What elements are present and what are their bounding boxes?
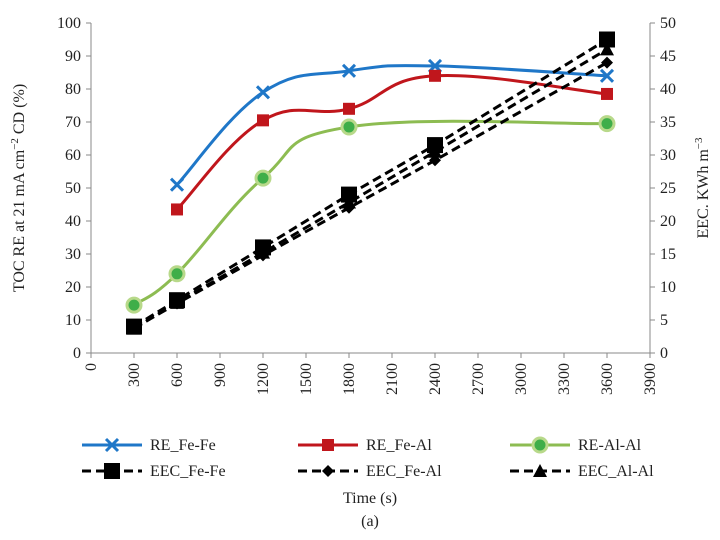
y-right-tick-label: 25: [660, 180, 676, 197]
data-point: [168, 265, 186, 283]
legend-label: EEC_Fe-Al: [366, 463, 442, 480]
x-tick-label: 300: [126, 363, 143, 387]
series-layer: [125, 31, 616, 335]
series-line: [133, 61, 608, 330]
x-tick-label: 2400: [427, 363, 444, 395]
figure-caption: (a): [361, 513, 379, 530]
x-tick-label: 0: [83, 363, 100, 371]
data-point: [601, 56, 613, 69]
x-tick-label: 900: [212, 363, 229, 387]
y-right-tick-label: 30: [660, 147, 676, 164]
y-left-tick-label: 20: [65, 279, 81, 296]
x-tick-label: 1200: [255, 363, 272, 395]
y-right-tick-label: 5: [660, 312, 668, 329]
x-tick-label: 1500: [298, 363, 315, 395]
legend-label: RE_Fe-Al: [366, 437, 432, 454]
data-point: [125, 296, 143, 314]
legend-item: RE_Fe-Al: [298, 437, 432, 454]
legend-label: EEC_Fe-Fe: [150, 463, 226, 480]
x-tick-label: 3600: [599, 363, 616, 395]
x-tick-label: 2100: [384, 363, 401, 395]
legend-item: RE-Al-Al: [510, 436, 642, 454]
axes: 0 10 20 30 40 50 60 70 80 90 100 0 5 10 15 20 25 30 35 40 45…: [57, 15, 676, 395]
y-right-tick-label: 0: [660, 345, 668, 362]
data-point: [428, 144, 442, 158]
y-right-tick-label: 15: [660, 246, 676, 263]
y-left-tick-label: 50: [65, 180, 81, 197]
data-point: [256, 245, 270, 259]
legend-marker: [322, 439, 334, 451]
x-tick-label: 3000: [513, 363, 530, 395]
legend-marker: [531, 436, 549, 454]
legend-label: RE_Fe-Fe: [150, 437, 216, 454]
data-point: [599, 31, 615, 48]
x-tick-label: 1800: [341, 363, 358, 395]
data-point: [343, 102, 355, 115]
data-point: [342, 195, 356, 209]
y-left-tick-label: 60: [65, 147, 81, 164]
x-tick-label: 600: [169, 363, 186, 387]
y-left-tick-label: 10: [65, 312, 81, 329]
data-point: [170, 295, 184, 309]
y-right-tick-label: 10: [660, 279, 676, 296]
y-left-tick-label: 90: [65, 48, 81, 65]
data-point: [254, 169, 272, 187]
y-right-tick-label: 50: [660, 15, 676, 32]
y-left-tick-label: 40: [65, 213, 81, 230]
legend-item: EEC_Fe-Fe: [82, 463, 226, 480]
legend-item: EEC_Fe-Al: [298, 463, 442, 480]
series-RE_Fe-Al: [171, 69, 613, 216]
series-line: [133, 38, 608, 328]
x-tick-label: 3900: [642, 363, 659, 395]
series-line: [133, 48, 608, 330]
data-point: [601, 87, 613, 100]
data-point: [600, 42, 614, 56]
x-axis-title: Time (s): [343, 490, 397, 507]
y-left-tick-label: 80: [65, 81, 81, 98]
data-point: [429, 69, 441, 82]
legend-item: EEC_Al-Al: [510, 463, 654, 480]
y-right-tick-label: 20: [660, 213, 676, 230]
legend-marker: [104, 463, 120, 479]
y-right-tick-label: 35: [660, 114, 676, 131]
series-line: [175, 73, 608, 211]
legend-marker: [533, 464, 547, 477]
legend-marker: [104, 437, 120, 453]
y-right-tick-label: 45: [660, 48, 676, 65]
x-tick-label: 3300: [556, 363, 573, 395]
legend-marker: [322, 465, 334, 477]
data-point: [340, 118, 358, 136]
data-point: [598, 115, 616, 133]
legend: RE_Fe-Fe RE_Fe-Al RE-Al-Al EEC_Fe-Fe EEC_Fe-…: [82, 436, 654, 480]
data-point: [341, 63, 357, 78]
y-left-tick-label: 0: [73, 345, 81, 362]
y-right-tick-label: 40: [660, 81, 676, 98]
legend-item: RE_Fe-Fe: [82, 437, 216, 454]
data-point: [127, 321, 141, 335]
data-point: [257, 114, 269, 127]
data-point: [599, 68, 615, 83]
legend-label: RE-Al-Al: [578, 437, 642, 454]
y-axis-right-title: EEC. KWh m−3: [693, 137, 712, 239]
x-tick-label: 2700: [470, 363, 487, 395]
legend-label: EEC_Al-Al: [578, 463, 654, 480]
y-left-tick-label: 70: [65, 114, 81, 131]
data-point: [255, 85, 271, 100]
data-point: [171, 203, 183, 216]
series-EEC_Al-Al: [127, 42, 614, 335]
y-left-tick-label: 30: [65, 246, 81, 263]
data-point: [169, 177, 185, 192]
y-axis-left-title: TOC RE at 21 mA cm−2 CD (%): [9, 84, 28, 292]
series-RE-Al-Al: [125, 115, 616, 314]
y-left-tick-label: 100: [57, 15, 81, 32]
